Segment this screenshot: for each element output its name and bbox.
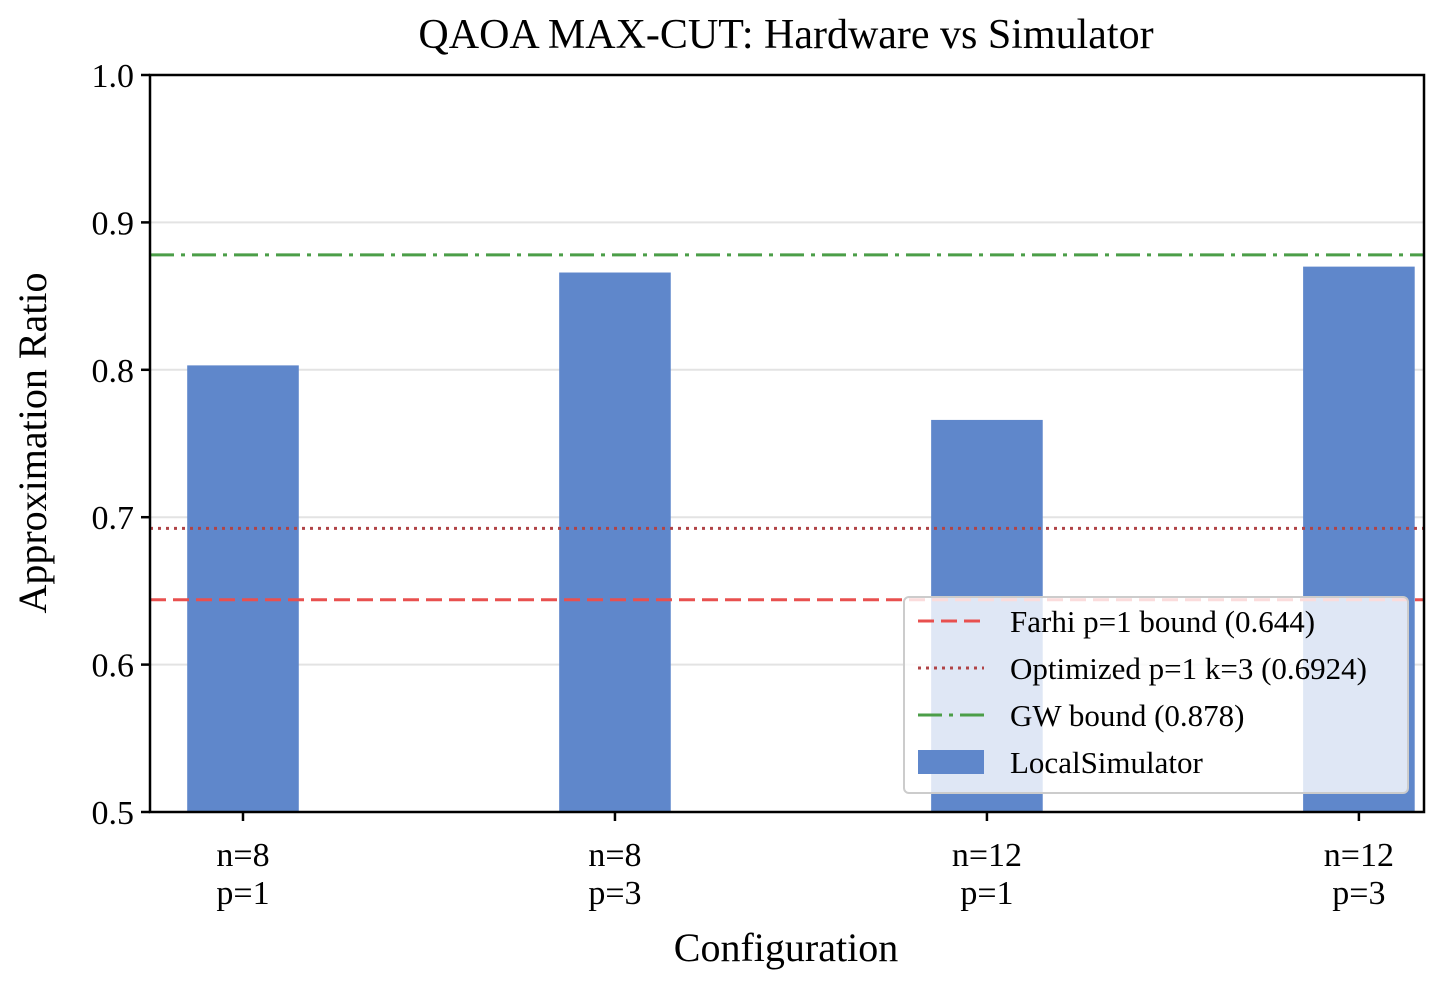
x-tick-label-line1: n=8 (216, 837, 269, 874)
legend-label: GW bound (0.878) (1010, 698, 1244, 733)
x-tick-label-line2: p=1 (960, 875, 1013, 912)
x-tick-label-line1: n=12 (952, 837, 1022, 874)
x-tick-label-line1: n=8 (588, 837, 641, 874)
legend-label: LocalSimulator (1010, 745, 1204, 780)
y-ticks: 0.5 0.6 0.7 0.8 0.9 1.0 (92, 58, 150, 832)
y-tick-label: 0.6 (92, 648, 135, 685)
y-tick-label: 0.9 (92, 205, 135, 242)
x-tick-label-line2: p=1 (216, 875, 269, 912)
x-axis-label: Configuration (674, 925, 898, 970)
bar (187, 365, 299, 812)
legend-label: Optimized p=1 k=3 (0.6924) (1010, 651, 1367, 686)
axes (148, 73, 1426, 814)
legend-swatch (918, 750, 984, 774)
chart-title: QAOA MAX-CUT: Hardware vs Simulator (418, 12, 1153, 58)
legend: Farhi p=1 bound (0.644) Optimized p=1 k=3… (903, 596, 1409, 794)
y-tick-label: 0.7 (92, 500, 135, 537)
y-tick-label: 0.8 (92, 353, 135, 390)
bar (559, 272, 671, 812)
legend-box (903, 596, 1409, 794)
x-tick-label-line2: p=3 (588, 875, 641, 912)
y-tick-label: 1.0 (92, 58, 135, 95)
y-tick-label: 0.5 (92, 795, 135, 832)
x-ticks: n=8p=1n=8p=3n=12p=1n=12p=3 (216, 812, 1394, 912)
y-axis-label: Approximation Ratio (10, 272, 55, 613)
legend-label: Farhi p=1 bound (0.644) (1010, 604, 1315, 639)
plot-frame (148, 73, 1426, 814)
x-tick-label-line2: p=3 (1332, 875, 1385, 912)
x-tick-label-line1: n=12 (1324, 837, 1394, 874)
